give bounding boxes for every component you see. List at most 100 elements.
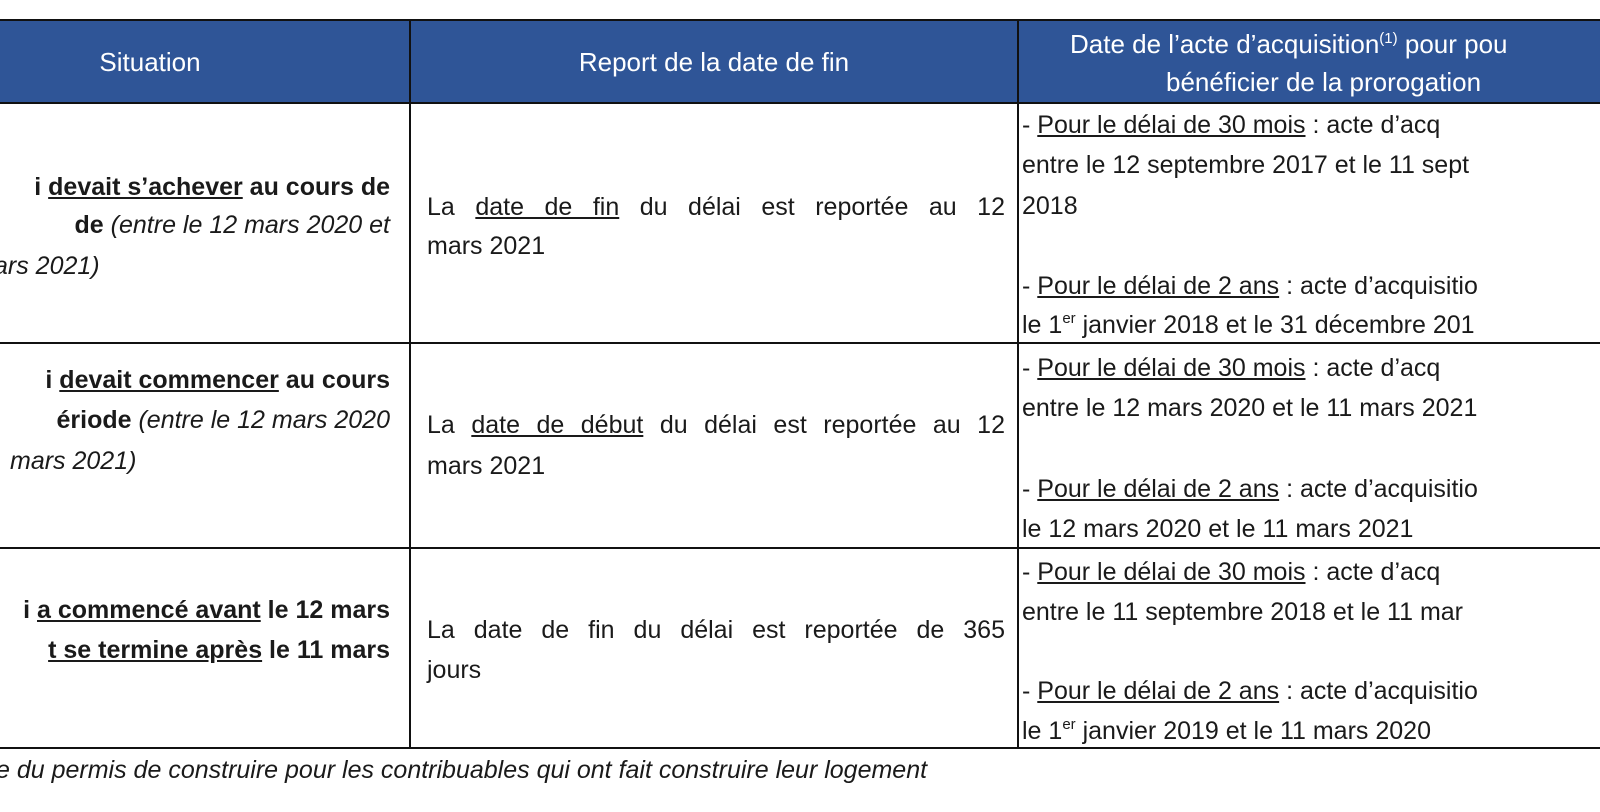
- text-line: mars 2021): [10, 446, 400, 476]
- text-run: Pour le délai de 2 ans: [1037, 475, 1280, 503]
- header-row: [0, 20, 1600, 103]
- text-line: mars 2021: [427, 231, 1005, 261]
- text-run: -: [1022, 475, 1038, 503]
- text-run: a commencé avant: [37, 596, 261, 624]
- text-run: jours: [427, 656, 482, 684]
- text-run: entre le 11 septembre 2018 et le 11 mar: [1022, 598, 1464, 626]
- text-run: -: [1022, 354, 1038, 382]
- text-run: du délai est reportée au 12: [643, 411, 1005, 439]
- text-run: devait s’achever: [48, 173, 243, 201]
- text-run: : acte d’acq: [1305, 111, 1441, 139]
- text-run: du délai est reportée au 12: [619, 193, 1005, 221]
- text-line: entre le 11 septembre 2018 et le 11 mar: [1022, 597, 1600, 627]
- text-run: (entre le 12 mars 2020 et: [103, 211, 390, 239]
- text-run: le 1: [1022, 311, 1063, 339]
- border: [0, 547, 1600, 549]
- text-run: date de fin: [475, 193, 620, 221]
- text-line: i devait s’achever au cours de: [0, 172, 390, 202]
- text-line: i devait commencer au cours: [0, 365, 390, 395]
- text-line: jours: [427, 655, 1005, 685]
- text-run: Pour le délai de 30 mois: [1037, 354, 1306, 382]
- text-run: -: [1022, 272, 1038, 300]
- border: [0, 102, 1600, 104]
- text-run: Pour le délai de 30 mois: [1037, 111, 1306, 139]
- text-run: le 12 mars 2020 et le 11 mars 2021: [1022, 515, 1414, 543]
- text-run: entre le 12 septembre 2017 et le 11 sept: [1022, 151, 1470, 179]
- header-cell: Situation: [99, 47, 201, 77]
- border: [0, 19, 1600, 21]
- text-run: au cours: [278, 366, 390, 394]
- text-run: -: [1022, 111, 1038, 139]
- text-line: le 1er janvier 2018 et le 31 décembre 20…: [1022, 310, 1600, 340]
- text-run: de: [74, 211, 104, 239]
- text-run: bénéficier de la prorogation: [1166, 67, 1482, 97]
- text-run: entre le 12 mars 2020 et le 11 mars 2021: [1022, 394, 1478, 422]
- text-run: pour pou: [1397, 29, 1508, 59]
- text-run: La: [427, 411, 472, 439]
- text-line: le 12 mars 2020 et le 11 mars 2021: [1022, 514, 1600, 544]
- text-line: bénéficier de la prorogation: [1166, 67, 1600, 97]
- text-line: - Pour le délai de 2 ans : acte d’acquis…: [1022, 474, 1600, 504]
- text-line: 2018: [1022, 191, 1600, 221]
- text-run: le 1: [1022, 717, 1063, 745]
- text-run: : acte d’acquisitio: [1279, 475, 1478, 503]
- text-run: Pour le délai de 2 ans: [1037, 677, 1280, 705]
- text-line: entre le 12 mars 2020 et le 11 mars 2021: [1022, 393, 1600, 423]
- text-run: janvier 2019 et le 11 mars 2020: [1075, 717, 1431, 745]
- text-run: Pour le délai de 2 ans: [1037, 272, 1280, 300]
- text-run: Date de l’acte d’acquisition: [1070, 29, 1380, 59]
- text-run: (1): [1379, 30, 1398, 47]
- text-run: : acte d’acq: [1305, 354, 1441, 382]
- text-run: janvier 2018 et le 31 décembre 201: [1075, 311, 1475, 339]
- text-line: - Pour le délai de 30 mois : acte d’acq: [1022, 353, 1600, 383]
- text-run: -: [1022, 677, 1038, 705]
- text-line: ars 2021): [0, 251, 384, 281]
- text-run: i: [34, 173, 49, 201]
- text-run: ériode: [56, 406, 132, 434]
- text-line: ériode (entre le 12 mars 2020: [0, 405, 390, 435]
- text-run: i: [23, 596, 38, 624]
- text-run: 2018: [1022, 192, 1078, 220]
- text-line: entre le 12 septembre 2017 et le 11 sept: [1022, 150, 1600, 180]
- text-line: t se termine après le 11 mars: [0, 635, 390, 665]
- text-run: er: [1062, 310, 1076, 327]
- text-run: er: [1062, 716, 1076, 733]
- text-run: le 11 mars: [262, 636, 390, 664]
- text-run: mars 2021: [427, 232, 546, 260]
- footnote: e du permis de construire pour les contr…: [0, 756, 928, 784]
- text-run: Pour le délai de 30 mois: [1037, 558, 1306, 586]
- text-run: : acte d’acquisitio: [1279, 677, 1478, 705]
- text-run: t se termine après: [48, 636, 263, 664]
- text-run: La date de fin du délai est reportée de …: [427, 616, 1005, 644]
- border: [409, 20, 411, 749]
- text-run: (entre le 12 mars 2020: [131, 406, 390, 434]
- text-line: le 1er janvier 2019 et le 11 mars 2020: [1022, 716, 1600, 746]
- text-run: -: [1022, 558, 1038, 586]
- text-run: : acte d’acquisitio: [1279, 272, 1478, 300]
- text-run: i: [45, 366, 60, 394]
- text-run: date de début: [471, 411, 644, 439]
- text-line: La date de fin du délai est reportée de …: [427, 615, 1005, 645]
- header-cell: Report de la date de fin: [578, 47, 850, 77]
- text-run: devait commencer: [59, 366, 279, 394]
- text-line: - Pour le délai de 30 mois : acte d’acq: [1022, 557, 1600, 587]
- text-run: le 12 mars: [260, 596, 390, 624]
- text-run: mars 2021): [10, 447, 137, 475]
- text-run: La: [427, 193, 476, 221]
- text-line: mars 2021: [427, 451, 1005, 481]
- border: [0, 342, 1600, 344]
- text-run: au cours de: [242, 173, 390, 201]
- text-line: de (entre le 12 mars 2020 et: [0, 210, 390, 240]
- border: [0, 747, 1600, 749]
- text-run: mars 2021: [427, 452, 546, 480]
- text-line: La date de début du délai est reportée a…: [427, 410, 1005, 440]
- text-run: ars 2021): [0, 252, 100, 280]
- text-run: : acte d’acq: [1305, 558, 1441, 586]
- text-line: i a commencé avant le 12 mars: [0, 595, 390, 625]
- border: [1017, 20, 1019, 749]
- text-line: La date de fin du délai est reportée au …: [427, 192, 1005, 222]
- text-line: Date de l’acte d’acquisition(1) pour pou: [1070, 29, 1600, 59]
- text-line: - Pour le délai de 2 ans : acte d’acquis…: [1022, 676, 1600, 706]
- text-line: - Pour le délai de 30 mois : acte d’acq: [1022, 110, 1600, 140]
